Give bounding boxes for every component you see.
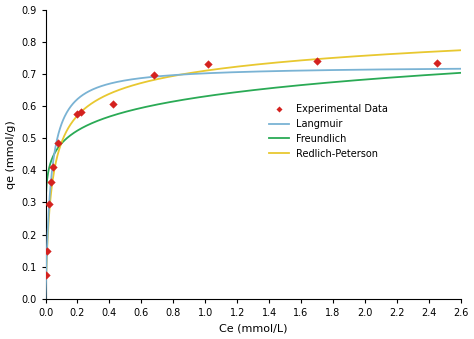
Point bbox=[205, 61, 212, 67]
Point bbox=[433, 60, 441, 65]
Y-axis label: qe (mmol/g): qe (mmol/g) bbox=[6, 120, 16, 188]
Point bbox=[77, 110, 84, 115]
Point bbox=[50, 164, 57, 170]
Legend: Experimental Data, Langmuir, Freundlich, Redlich-Peterson: Experimental Data, Langmuir, Freundlich,… bbox=[266, 101, 391, 162]
Point bbox=[47, 179, 55, 184]
Point bbox=[43, 248, 51, 253]
X-axis label: Ce (mmol/L): Ce (mmol/L) bbox=[219, 323, 287, 334]
Point bbox=[150, 73, 158, 78]
Point bbox=[55, 140, 62, 146]
Point bbox=[313, 58, 321, 64]
Point bbox=[43, 272, 50, 277]
Point bbox=[109, 102, 117, 107]
Point bbox=[73, 111, 81, 117]
Point bbox=[45, 201, 53, 207]
